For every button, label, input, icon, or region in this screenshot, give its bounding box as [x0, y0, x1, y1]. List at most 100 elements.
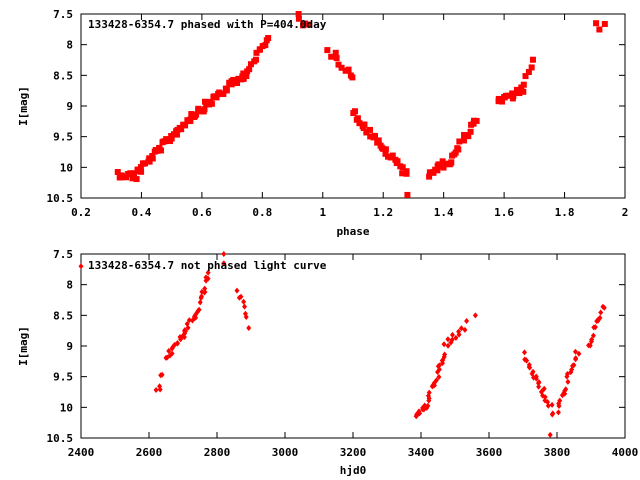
data-point — [203, 274, 209, 281]
y-tick-label: 7.5 — [53, 8, 73, 21]
data-point — [197, 299, 203, 306]
data-point — [345, 66, 352, 73]
data-point — [230, 76, 237, 83]
data-point — [158, 147, 165, 154]
data-point — [367, 133, 374, 140]
data-point — [456, 138, 463, 145]
data-point — [399, 164, 406, 171]
data-point — [440, 164, 447, 171]
data-point — [159, 371, 165, 378]
plot-frame — [80, 13, 626, 199]
x-tick-label: 0.6 — [192, 206, 212, 219]
data-point — [123, 174, 130, 181]
data-point — [262, 42, 269, 49]
data-point — [520, 88, 527, 95]
y-tick-label: 9.5 — [53, 371, 73, 384]
data-point — [157, 383, 163, 390]
data-point — [295, 15, 302, 22]
data-point — [499, 98, 506, 105]
data-point — [119, 174, 126, 181]
data-point — [593, 20, 600, 27]
x-tick-label: 3600 — [476, 446, 503, 459]
data-point — [382, 146, 389, 153]
x-tick-label: 1.4 — [434, 206, 454, 219]
data-point — [426, 173, 433, 180]
x-tick-label: 1.2 — [373, 206, 393, 219]
chart-title: 133428-6354.7 phased with P=404.0day — [88, 18, 327, 31]
data-point — [356, 120, 363, 127]
y-tick-label: 10 — [60, 161, 73, 174]
data-point — [114, 169, 121, 176]
data-point — [246, 325, 252, 332]
data-point — [202, 285, 208, 292]
data-point — [424, 404, 430, 411]
data-point — [199, 293, 205, 300]
chart-title: 133428-6354.7 not phased light curve — [88, 259, 327, 272]
data-point — [137, 164, 144, 171]
data-point — [399, 170, 406, 177]
data-point — [371, 132, 378, 139]
data-point — [436, 362, 442, 369]
data-point — [228, 81, 235, 88]
data-point — [193, 111, 200, 118]
data-point — [435, 161, 442, 168]
data-point — [470, 120, 477, 127]
data-point — [541, 385, 547, 392]
data-point — [389, 152, 396, 159]
data-point — [528, 64, 535, 71]
data-point — [142, 160, 149, 167]
data-point — [495, 95, 502, 102]
data-point — [252, 56, 259, 63]
data-point — [454, 145, 461, 152]
data-point — [535, 380, 541, 387]
data-point — [181, 334, 187, 341]
data-point — [375, 138, 382, 145]
plot-frame — [80, 253, 626, 439]
data-point — [234, 287, 240, 294]
data-point — [601, 20, 608, 27]
data-point — [202, 288, 208, 295]
data-point — [549, 411, 555, 418]
x-tick-label: 4000 — [612, 446, 639, 459]
data-point — [547, 431, 553, 438]
data-point — [133, 176, 140, 183]
data-point — [201, 106, 208, 113]
data-point — [146, 158, 153, 165]
data-point — [338, 64, 345, 71]
x-tick-label: 2 — [622, 206, 629, 219]
y-tick-label: 9 — [66, 100, 73, 113]
data-point — [449, 336, 455, 343]
data-point — [520, 81, 527, 88]
data-point — [404, 191, 411, 198]
chart-panel-1: 0.2 0.4 0.6 0.8 1 1.2 1.4 1.6 1.8 2 7.5 8 8.5 9 9.5 10 1… — [17, 8, 628, 238]
data-point — [442, 351, 448, 358]
data-point — [403, 168, 410, 175]
data-point — [295, 11, 302, 17]
x-tick-label: 3400 — [408, 446, 435, 459]
data-point — [473, 117, 480, 124]
data-point — [360, 124, 367, 131]
y-tick-label: 9 — [66, 340, 73, 353]
data-point — [545, 402, 551, 409]
data-point — [146, 155, 153, 162]
data-point — [572, 348, 578, 355]
data-point — [173, 131, 180, 138]
data-point — [183, 328, 189, 335]
data-point — [529, 56, 536, 63]
data-point — [333, 55, 340, 62]
data-point — [378, 144, 385, 151]
x-tick-label: 1.6 — [494, 206, 514, 219]
data-point — [461, 137, 468, 144]
data-point — [243, 72, 250, 79]
data-point — [426, 389, 432, 396]
y-tick-label: 8.5 — [53, 69, 73, 82]
x-tick-label: 3800 — [544, 446, 571, 459]
data-point — [449, 331, 455, 338]
y-tick-label: 10.5 — [47, 192, 74, 205]
y-axis-label: I[mag] — [17, 86, 30, 126]
data-point — [504, 92, 511, 99]
data-point — [134, 166, 141, 173]
y-tick-label: 8 — [66, 279, 73, 292]
